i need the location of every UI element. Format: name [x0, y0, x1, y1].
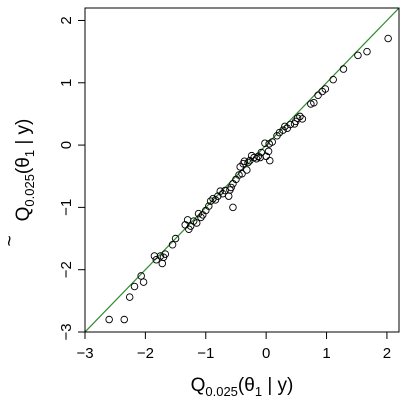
data-point	[183, 216, 192, 224]
y-tick-label: −2	[58, 261, 75, 278]
data-point	[318, 87, 327, 96]
data-point	[181, 221, 189, 229]
points-layer	[105, 34, 392, 324]
data-point	[256, 153, 264, 162]
data-point	[105, 315, 113, 324]
x-tick-label: 2	[383, 345, 391, 362]
data-point	[244, 158, 252, 167]
data-point	[229, 179, 237, 188]
x-tick-label: −3	[76, 345, 93, 362]
y-tick-label: −3	[58, 323, 75, 340]
y-axis-title-subscript: 0.025	[22, 174, 37, 207]
data-point	[152, 255, 161, 264]
y-axis-title-tail: | y)	[13, 119, 34, 150]
data-point	[229, 203, 237, 212]
data-point	[363, 47, 371, 56]
x-axis-title: Q0.025(θ1 | y)	[191, 375, 294, 399]
data-point	[265, 140, 273, 148]
data-point	[339, 65, 348, 73]
data-point	[156, 252, 165, 260]
y-axis-title-theta: (θ	[13, 157, 34, 174]
y-axis-title-tilde: ~	[0, 235, 21, 246]
data-point	[261, 139, 269, 147]
data-point	[218, 189, 227, 198]
plot-frame	[84, 7, 400, 333]
data-point	[130, 282, 139, 291]
y-axis: −3 −2 −1 0 1 2	[58, 16, 85, 341]
x-tick-label: −1	[197, 345, 214, 362]
data-point	[236, 163, 244, 171]
data-point	[246, 156, 254, 165]
x-axis-title-theta-subscript: 1	[255, 384, 262, 399]
data-point	[247, 151, 256, 160]
data-point	[273, 131, 281, 140]
x-axis-title-tail: | y)	[262, 375, 293, 396]
data-point	[168, 241, 177, 249]
data-point	[216, 187, 225, 195]
data-point	[290, 120, 299, 128]
data-point	[139, 278, 148, 286]
y-tick-label: 2	[58, 16, 75, 24]
y-axis-title: Q0.025(θ1 | y)	[13, 119, 37, 222]
data-point	[266, 156, 274, 165]
y-axis-title-group: Q0.025(θ1 | y) ~	[0, 119, 37, 247]
x-tick-label: 1	[322, 345, 330, 362]
data-point	[150, 252, 159, 260]
y-tick-label: −1	[58, 199, 75, 216]
data-point	[125, 293, 134, 301]
data-point	[307, 100, 315, 108]
data-point	[214, 192, 222, 200]
data-point	[283, 124, 292, 133]
y-axis-title-main: Q	[13, 207, 34, 222]
data-point	[185, 225, 193, 233]
x-axis-title-subscript: 0.025	[205, 384, 238, 399]
data-point	[197, 213, 205, 222]
data-point	[298, 115, 307, 123]
data-point	[194, 209, 203, 218]
y-tick-label: 0	[58, 141, 75, 149]
data-point	[264, 147, 273, 156]
data-point	[281, 122, 289, 131]
x-axis-title-theta: (θ	[238, 375, 255, 396]
data-point	[329, 75, 337, 84]
data-point	[209, 194, 217, 203]
x-axis-title-main: Q	[191, 375, 206, 396]
data-point	[171, 234, 180, 243]
x-axis: −3 −2 −1 0 1 2	[76, 332, 391, 362]
data-point	[137, 272, 145, 280]
data-point	[120, 315, 128, 324]
data-point	[314, 91, 322, 99]
data-point	[198, 211, 207, 219]
data-point	[243, 166, 251, 174]
y-axis-title-theta-subscript: 1	[22, 150, 37, 157]
data-point	[206, 197, 215, 205]
data-point	[354, 51, 362, 60]
x-tick-label: −2	[137, 345, 154, 362]
y-tick-label: 1	[58, 79, 75, 87]
data-point	[384, 34, 392, 43]
x-tick-label: 0	[262, 345, 270, 362]
data-point	[158, 259, 167, 268]
data-point	[296, 112, 304, 121]
